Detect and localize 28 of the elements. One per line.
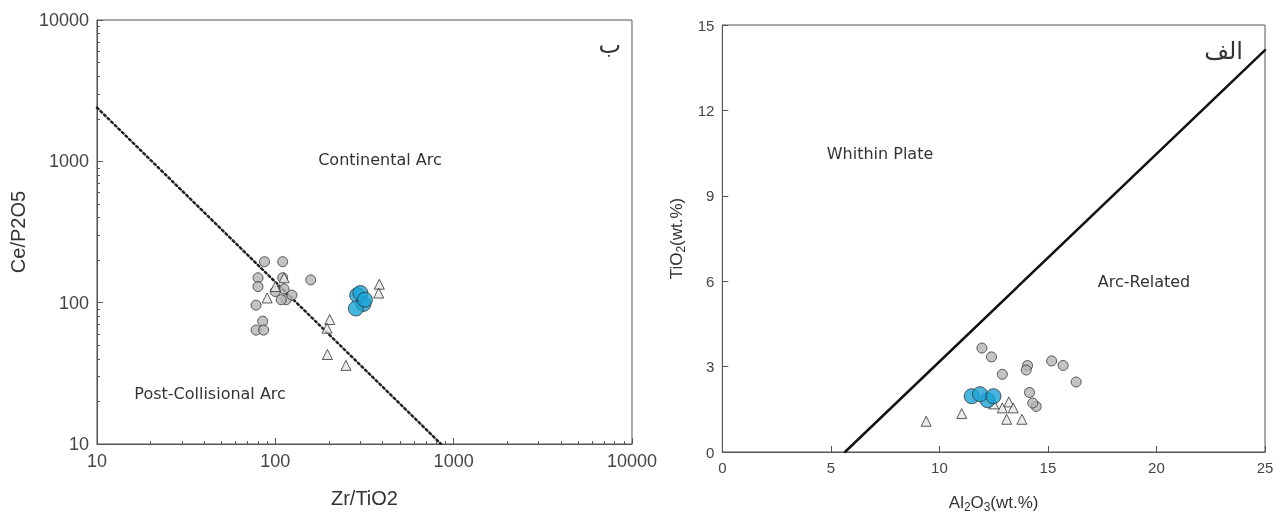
x-tick-label: 10000 xyxy=(606,451,657,471)
annotation: Whithin Plate xyxy=(826,143,934,163)
y-tick-label: 10 xyxy=(68,434,89,454)
x-tick-label: 10 xyxy=(86,451,107,471)
annotation: ب xyxy=(598,31,622,60)
y-tick-label: 3 xyxy=(705,358,715,376)
y-tick-label: 100 xyxy=(58,292,89,313)
x-tick-label: 1000 xyxy=(433,451,474,471)
y-axis-title: TiO2(wt.%) xyxy=(667,197,688,280)
x-tick-label: 25 xyxy=(1256,459,1274,476)
x-axis-title: Zr/TiO2 xyxy=(330,487,398,509)
x-tick-label: 20 xyxy=(1148,459,1165,476)
y-tick-label: 10000 xyxy=(38,10,89,30)
x-tick-label: 15 xyxy=(1039,459,1057,476)
y-axis-title: Ce/P2O5 xyxy=(7,190,29,274)
x-tick-label: 10 xyxy=(931,459,948,476)
annotation: الف xyxy=(1204,36,1243,65)
y-tick-label: 6 xyxy=(705,272,715,290)
annotation: Post-Collisional Arc xyxy=(134,383,286,403)
x-tick-label: 100 xyxy=(260,451,291,471)
y-tick-label: 12 xyxy=(697,101,715,119)
x-tick-label: 0 xyxy=(718,459,727,476)
y-tick-label: 15 xyxy=(697,16,715,34)
annotation: Continental Arc xyxy=(318,150,442,170)
y-tick-label: 9 xyxy=(705,187,715,205)
x-tick-label: 5 xyxy=(826,459,836,476)
y-tick-label: 1000 xyxy=(48,151,89,172)
annotation: Arc-Related xyxy=(1097,271,1191,291)
